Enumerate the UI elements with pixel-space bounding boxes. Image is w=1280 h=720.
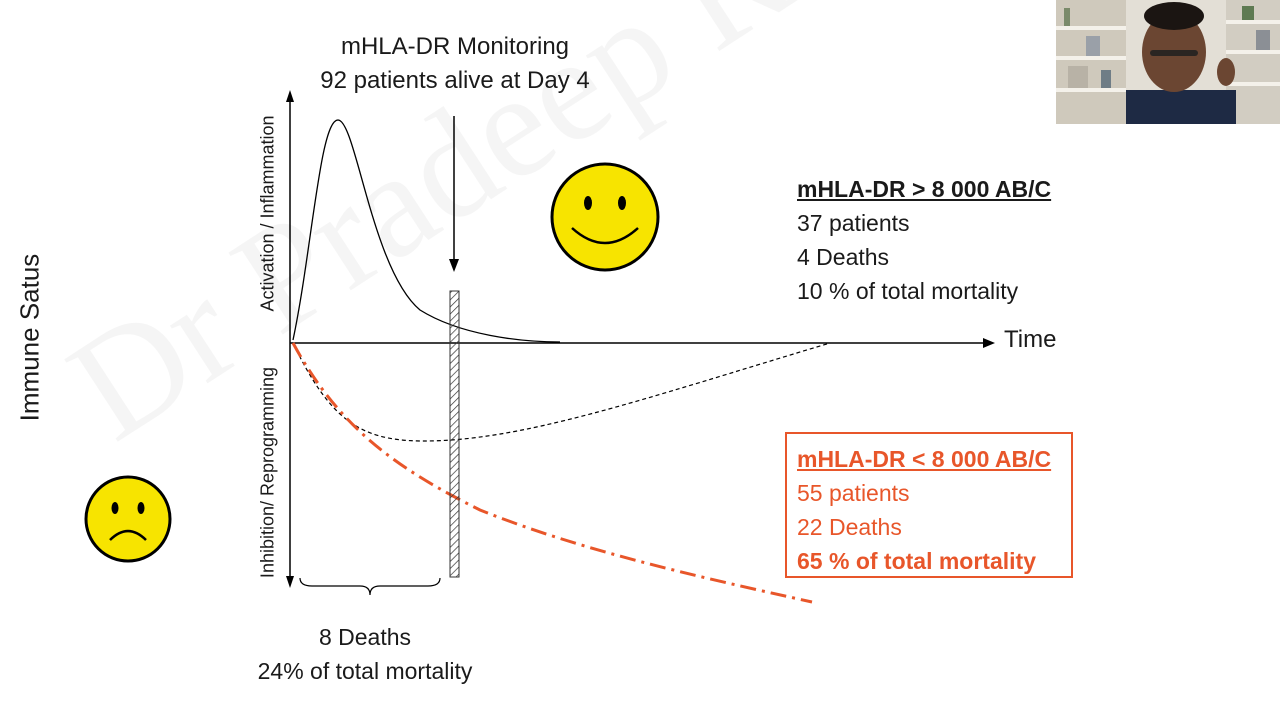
y-axis-label: Immune Satus <box>14 253 45 422</box>
day4-monitoring-bar <box>449 290 460 578</box>
low-group-header: mHLA-DR < 8 000 AB/C <box>797 446 1052 472</box>
slide-title: mHLA-DR Monitoring 92 patients alive at … <box>240 30 670 98</box>
high-group-header: mHLA-DR > 8 000 AB/C <box>797 176 1052 202</box>
presenter-webcam <box>1056 0 1280 124</box>
lower-axis-label: Inhibition/ Reprogramming <box>257 366 278 579</box>
immunosuppression-curve <box>291 342 813 604</box>
title-line-1: mHLA-DR Monitoring <box>340 33 570 60</box>
early-deaths-count: 8 Deaths <box>318 624 412 650</box>
smiley-happy-icon <box>550 162 660 272</box>
low-group-deaths: 22 Deaths <box>797 514 902 540</box>
y-axis-arrow-up <box>286 90 294 102</box>
x-axis-arrow <box>983 338 995 348</box>
early-period-brace <box>299 577 441 596</box>
recovery-curve <box>292 342 831 442</box>
day4-arrow-head <box>449 259 459 272</box>
early-deaths-summary: 8 Deaths 24% of total mortality <box>230 620 500 688</box>
presenter-webcam-image <box>1056 0 1280 124</box>
inflammation-curve <box>292 119 561 343</box>
low-group-mortality: 65 % of total mortality <box>797 548 1036 574</box>
y-axis-arrow-down <box>286 576 294 588</box>
upper-axis-label: Activation / Inflammation <box>257 115 278 312</box>
title-line-2: 92 patients alive at Day 4 <box>320 67 590 94</box>
early-deaths-mortality: 24% of total mortality <box>257 658 473 684</box>
low-group-patients: 55 patients <box>797 480 910 506</box>
high-group-mortality: 10 % of total mortality <box>797 278 1019 304</box>
high-mhla-group: mHLA-DR > 8 000 AB/C 37 patients 4 Death… <box>797 172 1051 308</box>
high-group-deaths: 4 Deaths <box>797 244 890 270</box>
x-axis-label: Time <box>1004 326 1057 353</box>
low-mhla-group: mHLA-DR < 8 000 AB/C 55 patients 22 Deat… <box>785 432 1073 578</box>
high-group-patients: 37 patients <box>797 210 910 236</box>
smiley-sad-icon <box>84 475 172 563</box>
